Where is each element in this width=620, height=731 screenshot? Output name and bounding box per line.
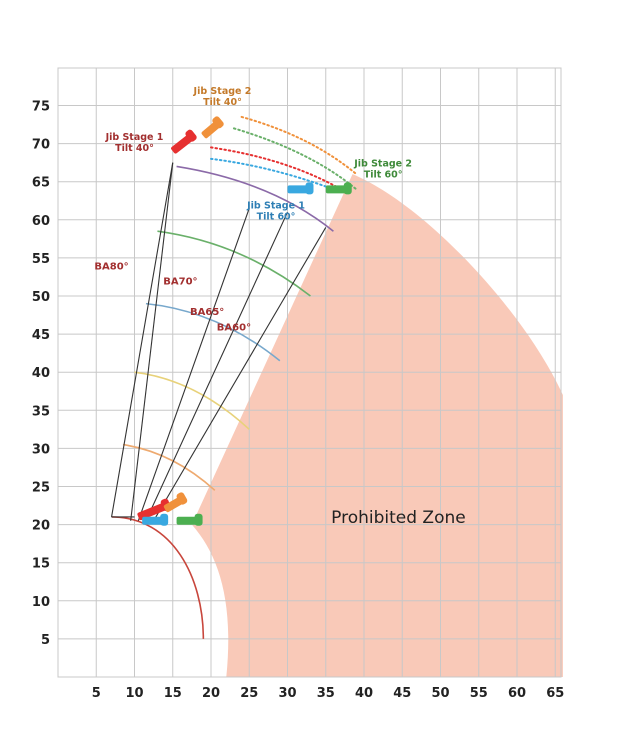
prohibited-zone-layer — [191, 174, 563, 677]
jib-bottom-red-body — [137, 501, 169, 521]
x-tick-label: 20 — [202, 686, 220, 701]
jib-bottom-blue — [142, 513, 169, 526]
boom-angle-label: BA70° — [163, 277, 197, 288]
y-tick-label: 35 — [32, 404, 50, 419]
boom-line — [153, 227, 327, 522]
jib-trajectories — [210, 115, 358, 191]
boom-angle-label: BA80° — [94, 261, 128, 272]
jib-trajectory-dotted — [210, 157, 335, 191]
y-tick-label: 75 — [32, 100, 50, 115]
labels: Prohibited Zone BA80° BA70° BA65° BA60° Jib S… — [94, 86, 465, 528]
x-tick-label: 35 — [317, 686, 335, 701]
y-tick-label: 40 — [32, 366, 50, 381]
y-tick-label: 15 — [32, 557, 50, 572]
jib-stage2-tilt60-green — [325, 182, 352, 195]
boom-line — [130, 162, 174, 521]
jib-stage2-tilt60-green-head — [343, 182, 352, 195]
jib-stage1-tilt40-red — [171, 129, 197, 154]
y-tick-label: 65 — [32, 176, 50, 191]
jib-bottom-orange — [163, 492, 188, 513]
y-tick-label: 45 — [32, 328, 50, 343]
boom-lines — [111, 162, 327, 522]
y-tick-label: 50 — [32, 290, 50, 305]
y-tick-label: 10 — [32, 595, 50, 610]
boom-angle-arc — [122, 443, 216, 491]
jib-label-line2: Tilt 40° — [203, 97, 242, 108]
jib-trajectory-dotted — [232, 127, 358, 191]
x-tick-label: 30 — [278, 686, 296, 701]
jib-trajectory-dotted — [240, 115, 358, 176]
jib-stage1-tilt60-blue-head — [305, 182, 314, 195]
y-tick-label: 55 — [32, 252, 50, 267]
jib-label-line2: Tilt 60° — [257, 211, 296, 222]
x-tick-label: 45 — [393, 686, 411, 701]
boom-angle-arc — [157, 230, 311, 297]
y-tick-label: 60 — [32, 214, 50, 229]
x-tick-label: 25 — [240, 686, 258, 701]
jib-trajectory-dotted — [210, 146, 343, 191]
boom-angle-label: BA60° — [217, 322, 251, 333]
y-tick-label: 25 — [32, 481, 50, 496]
jib-label-line1: Jib Stage 1 — [105, 132, 164, 143]
boom-angle-arc — [145, 302, 281, 362]
jib-stage1-tilt40-red-head — [185, 129, 197, 142]
jib-bottom-green-head — [194, 513, 203, 526]
prohibited-zone-label: Prohibited Zone — [331, 508, 466, 528]
x-tick-label: 40 — [355, 686, 373, 701]
x-tick-label: 5 — [92, 686, 101, 701]
jib-bottom-blue-head — [160, 513, 169, 526]
jib-label-line2: Tilt 40° — [115, 143, 154, 154]
boom-angle-arc — [176, 165, 334, 232]
x-tick-label: 10 — [125, 686, 143, 701]
x-tick-label: 55 — [470, 686, 488, 701]
boom-line — [137, 208, 250, 521]
jib-label-line1: Jib Stage 2 — [353, 158, 412, 169]
x-tick-label: 15 — [164, 686, 182, 701]
jib-stage2-tilt40-orange — [201, 116, 224, 139]
y-tick-label: 5 — [41, 633, 50, 648]
x-tick-label: 65 — [546, 686, 564, 701]
y-tick-label: 70 — [32, 138, 50, 153]
prohibited-zone — [191, 174, 563, 677]
grid-layer — [57, 67, 562, 678]
jib-label-line1: Jib Stage 2 — [193, 86, 252, 97]
boom-angle-label: BA65° — [190, 307, 224, 318]
jib-stage1-tilt60-blue — [287, 182, 314, 195]
axis-ticks: 5 10 15 20 25 30 35 40 45 50 55 60 65 5 10 15 20 25 30 35 40… — [32, 100, 564, 702]
base-radius-arc — [111, 516, 205, 639]
x-tick-label: 60 — [508, 686, 526, 701]
jib-bottom-green — [176, 513, 203, 526]
x-tick-label: 50 — [431, 686, 449, 701]
y-tick-label: 30 — [32, 442, 50, 457]
jib-stage2-tilt40-orange-head — [212, 116, 224, 129]
jib-bottom-orange-head — [176, 492, 188, 505]
jib-label-line2: Tilt 60° — [364, 169, 403, 180]
boom-line — [145, 211, 288, 522]
jib-icons — [137, 116, 352, 526]
jib-label-line1: Jib Stage 1 — [246, 200, 305, 211]
y-tick-label: 20 — [32, 519, 50, 534]
boom-line — [111, 162, 174, 518]
